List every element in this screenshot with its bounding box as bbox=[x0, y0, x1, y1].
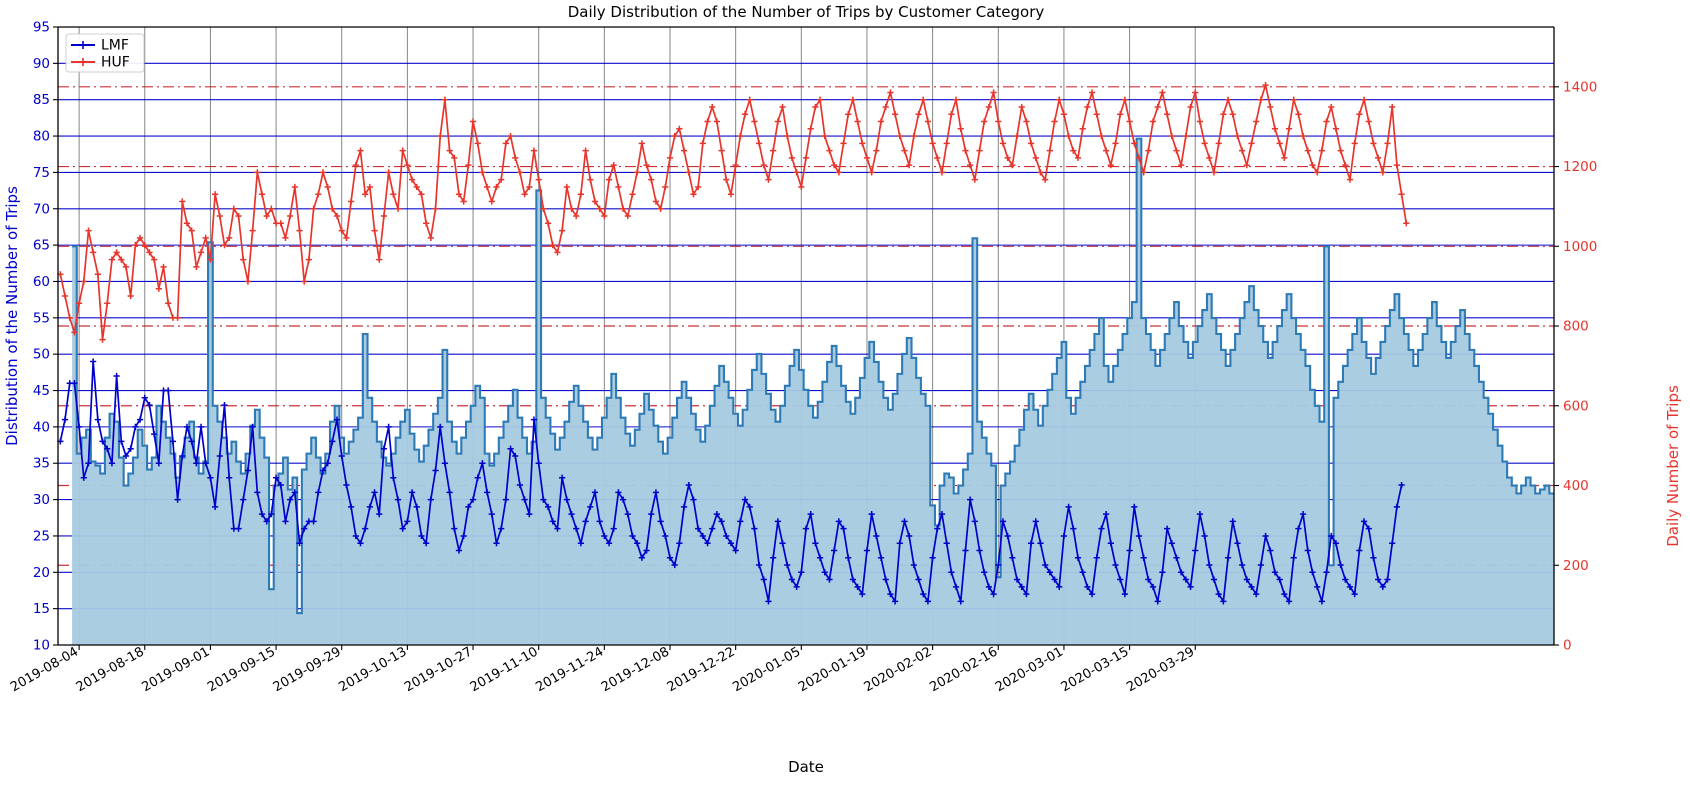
left-y-tick-label: 20 bbox=[33, 565, 50, 581]
legend-label: HUF bbox=[101, 55, 130, 71]
left-y-tick-label: 75 bbox=[33, 165, 50, 181]
left-y-tick-label: 10 bbox=[33, 638, 50, 654]
left-y-tick-label: 95 bbox=[33, 20, 50, 36]
left-y-tick-label: 85 bbox=[33, 92, 50, 108]
right-y-tick-label: 1200 bbox=[1563, 159, 1597, 175]
legend-item-lmf[interactable]: LMF bbox=[71, 38, 129, 54]
left-y-tick-label: 15 bbox=[33, 601, 50, 617]
left-y-tick-label: 25 bbox=[33, 528, 50, 544]
right-y-tick-label: 200 bbox=[1563, 558, 1589, 574]
right-y-tick-label: 800 bbox=[1563, 319, 1589, 335]
right-y-tick-label: 0 bbox=[1563, 638, 1572, 654]
left-y-tick-label: 45 bbox=[33, 383, 50, 399]
chart-title: Daily Distribution of the Number of Trip… bbox=[568, 3, 1045, 21]
left-y-tick-label: 50 bbox=[33, 347, 50, 363]
right-y-axis-label: Daily Number of Trips bbox=[1664, 385, 1682, 547]
legend-item-huf[interactable]: HUF bbox=[71, 55, 130, 71]
right-y-tick-label: 1000 bbox=[1563, 239, 1597, 255]
left-y-axis-label: Distribution of the Number of Trips bbox=[3, 186, 21, 446]
left-y-tick-label: 70 bbox=[33, 201, 50, 217]
left-y-tick-label: 90 bbox=[33, 56, 50, 72]
x-axis-label: Date bbox=[788, 758, 824, 776]
left-y-tick-label: 65 bbox=[33, 238, 50, 254]
left-y-tick-label: 35 bbox=[33, 456, 50, 472]
left-y-tick-label: 40 bbox=[33, 419, 50, 435]
right-y-tick-label: 1400 bbox=[1563, 79, 1597, 95]
plot-frame bbox=[57, 26, 1555, 646]
left-y-tick-label: 80 bbox=[33, 129, 50, 145]
left-y-tick-label: 55 bbox=[33, 310, 50, 326]
category-line-series bbox=[57, 82, 1410, 605]
legend-label: LMF bbox=[101, 38, 129, 54]
left-y-tick-label: 30 bbox=[33, 492, 50, 508]
right-y-tick-label: 600 bbox=[1563, 398, 1589, 414]
daily-trips-area-series bbox=[72, 137, 1554, 645]
line-series-huf bbox=[57, 82, 1410, 343]
right-y-tick-label: 400 bbox=[1563, 478, 1589, 494]
left-y-tick-label: 60 bbox=[33, 274, 50, 290]
line-series-lmf bbox=[57, 358, 1405, 605]
